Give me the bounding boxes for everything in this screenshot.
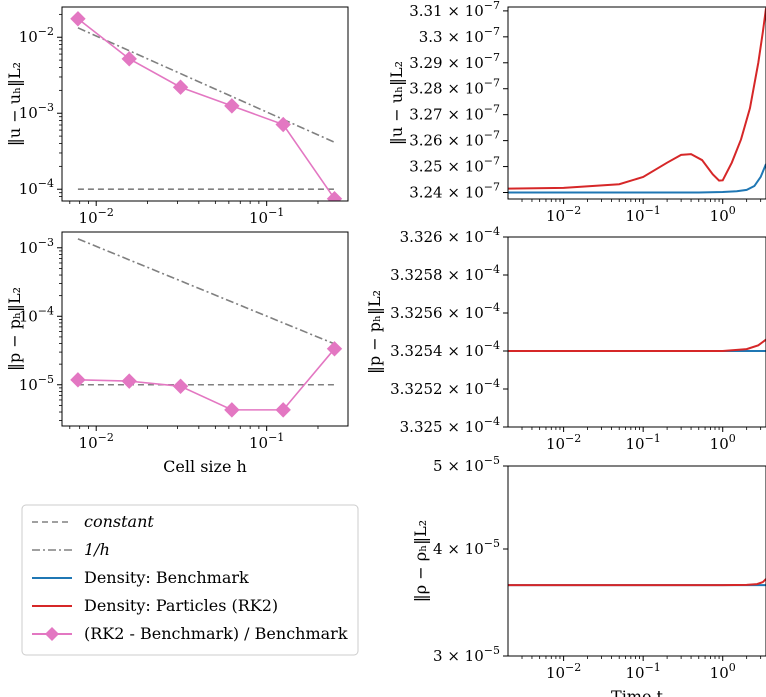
legend-box: [21, 504, 359, 656]
y-tick-label: 3.31 × 10−7: [409, 0, 500, 20]
y-axis-label: ‖u − uₕ‖L₂: [5, 62, 24, 146]
x-tick-label: 100: [710, 204, 736, 225]
x-tick-label: 10−1: [626, 432, 661, 453]
legend-label: 1/h: [84, 540, 110, 559]
y-tick-label: 10−3: [19, 101, 54, 122]
legend-label: constant: [84, 512, 154, 531]
legend-label: Density: Particles (RK2): [84, 596, 278, 615]
x-tick-label: 10−2: [546, 432, 581, 453]
chart-u-vs-h: 10−2 10−1 10−4 10−3 10−2 ‖u − uₕ‖L₂: [5, 6, 349, 227]
y-axis-label: ‖u − uₕ‖L₂: [387, 61, 406, 145]
y-tick-label: 3 × 10−5: [433, 644, 500, 665]
data-point-marker: [224, 98, 240, 114]
series-line-1: [508, 338, 766, 352]
y-tick-label: 10−3: [19, 236, 54, 257]
y-tick-label: 3.26 × 10−7: [409, 129, 500, 150]
series-line-1: [508, 578, 766, 587]
y-tick-label: 3.29 × 10−7: [409, 51, 500, 72]
y-tick-label: 10−4: [19, 177, 54, 198]
x-tick-label: 100: [710, 432, 736, 453]
axes-frame: [61, 6, 349, 202]
series-line-2: [77, 348, 336, 411]
y-tick-label: 3.25 × 10−7: [409, 155, 500, 176]
x-tick-label: 10−1: [626, 204, 661, 225]
data-point-marker: [275, 116, 291, 133]
y-tick-label: 3.28 × 10−7: [409, 77, 500, 98]
y-tick-label: 3.27 × 10−7: [409, 103, 500, 124]
legend-marker: [45, 627, 59, 641]
y-tick-label: 3.24 × 10−7: [409, 181, 500, 202]
data-point-marker: [70, 11, 86, 27]
x-axis-label: Time t: [611, 687, 664, 697]
y-tick-label: 10−4: [19, 304, 54, 325]
data-point-marker: [121, 373, 137, 389]
series-line-1: [508, 8, 766, 190]
y-axis-label: ‖ρ − ρₕ‖L₂: [411, 520, 430, 602]
legend: constant 1/h Density: Benchmark Density: Pa…: [21, 504, 359, 656]
x-tick-label: 10−2: [79, 206, 114, 227]
y-tick-label: 5 × 10−5: [433, 454, 500, 475]
y-tick-label: 3.326 × 10−4: [400, 225, 500, 246]
x-tick-label: 10−2: [79, 431, 114, 452]
y-tick-label: 3.3252 × 10−4: [390, 377, 500, 398]
y-tick-label: 3.325 × 10−4: [400, 415, 500, 436]
data-point-marker: [172, 378, 189, 394]
axes-frame: [507, 236, 766, 428]
axes-frame: [61, 231, 349, 427]
y-tick-label: 3.3254 × 10−4: [390, 339, 500, 360]
y-tick-label: 10−2: [19, 25, 54, 46]
y-tick-label: 10−5: [19, 373, 54, 394]
data-point-marker: [121, 51, 137, 67]
x-tick-label: 10−1: [626, 661, 661, 682]
y-tick-label: 4 × 10−5: [433, 537, 500, 558]
data-point-marker: [326, 341, 343, 357]
y-axis-label: ‖p − pₕ‖L₂: [5, 287, 24, 371]
y-axis-label: ‖p − pₕ‖L₂: [365, 290, 384, 374]
series-line-1: [77, 27, 335, 143]
axes-frame: [507, 465, 766, 657]
y-tick-label: 3.3258 × 10−4: [390, 263, 500, 284]
series-line-1: [77, 238, 335, 345]
x-axis-label: Cell size h: [163, 457, 247, 476]
axes-frame: [507, 6, 766, 200]
chart-p-vs-t: 10−2 10−1 100 3.325 × 10−4 3.3252 × 10−4 3.32…: [365, 225, 766, 453]
x-tick-label: 10−1: [249, 206, 284, 227]
series-line-2: [77, 18, 336, 200]
legend-label: Density: Benchmark: [84, 568, 249, 587]
data-point-marker: [224, 402, 240, 418]
series-line-0: [508, 163, 766, 194]
chart-p-vs-h: 10−2 10−1 10−5 10−4 10−3 ‖p − pₕ‖L₂ Cell size …: [5, 231, 349, 476]
chart-u-vs-t: 10−2 10−1 100 3.24 × 10−7 3.25 × 10−7 3.26 × …: [387, 0, 766, 225]
data-point-marker: [326, 191, 343, 201]
legend-label: (RK2 - Benchmark) / Benchmark: [84, 624, 348, 643]
data-point-marker: [172, 79, 189, 95]
x-tick-label: 10−2: [546, 204, 581, 225]
x-tick-label: 10−1: [249, 431, 284, 452]
x-tick-label: 10−2: [546, 661, 581, 682]
chart-rho-vs-t: 10−2 10−1 100 3 × 10−5 4 × 10−5 5 × 10−5 ‖ρ − …: [411, 454, 766, 697]
y-tick-label: 3.3 × 10−7: [419, 25, 500, 46]
y-tick-label: 3.3256 × 10−4: [390, 301, 500, 322]
data-point-marker: [70, 372, 86, 388]
x-tick-label: 100: [710, 661, 736, 682]
data-point-marker: [275, 402, 291, 418]
